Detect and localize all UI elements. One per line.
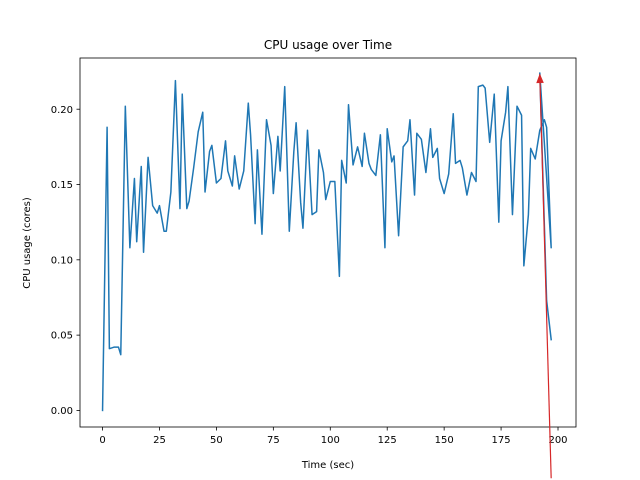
y-tick-label: 0.00: [51, 406, 73, 417]
chart-title: CPU usage over Time: [264, 38, 392, 52]
annotation-layer: [536, 73, 552, 479]
x-tick-label: 100: [321, 435, 340, 446]
x-tick-label: 75: [267, 435, 280, 446]
series-line: [101, 72, 553, 412]
y-tick-label: 0.05: [51, 331, 73, 342]
x-tick-label: 200: [548, 435, 567, 446]
y-axis-label: CPU usage (cores): [22, 197, 33, 289]
y-tick-label: 0.15: [51, 180, 73, 191]
x-axis-label: Time (sec): [301, 460, 354, 471]
x-tick-label: 125: [378, 435, 397, 446]
annotation-arrow-line: [539, 74, 552, 479]
y-tick-label: 0.20: [51, 105, 73, 116]
x-tick-label: 0: [99, 435, 105, 446]
axes-frame: [79, 57, 577, 428]
x-tick-label: 25: [153, 435, 166, 446]
x-tick-label: 150: [435, 435, 454, 446]
plot-area: [101, 72, 553, 412]
x-axis-ticks: 0 25 50 75 100 125 150 175 200: [99, 427, 568, 446]
y-tick-label: 0.10: [51, 255, 73, 266]
x-tick-label: 50: [210, 435, 223, 446]
x-tick-label: 175: [492, 435, 511, 446]
y-axis-ticks: 0.00 0.05 0.10 0.15 0.20: [51, 105, 80, 417]
annotation-arrow-head: [536, 73, 544, 84]
